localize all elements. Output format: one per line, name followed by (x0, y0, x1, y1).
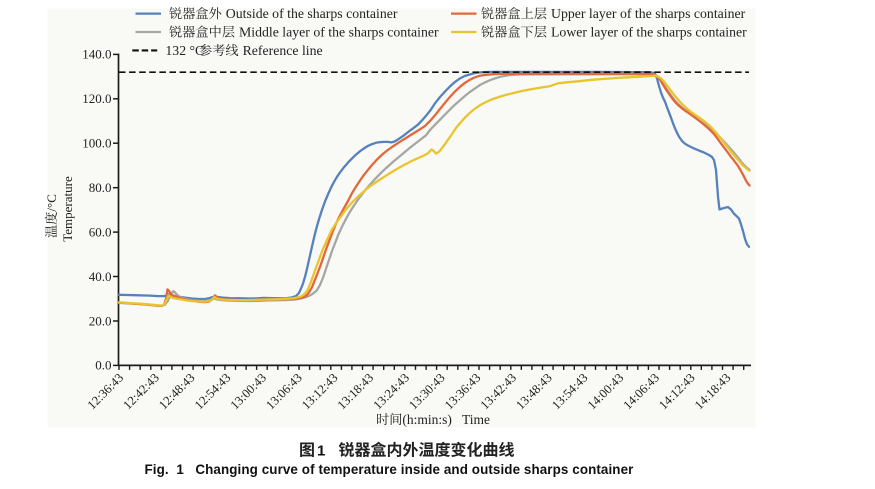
svg-text:Lower layer of the sharps cont: Lower layer of the sharps container (551, 25, 747, 40)
svg-text:Temperature: Temperature (60, 176, 75, 242)
svg-text:140.0: 140.0 (82, 47, 111, 62)
svg-text:Outside of the sharps containe: Outside of the sharps container (226, 6, 398, 21)
svg-text:20.0: 20.0 (89, 313, 112, 328)
svg-text:132 °C: 132 °C (165, 43, 204, 58)
svg-text:Middle layer of the sharps con: Middle layer of the sharps container (239, 25, 439, 40)
svg-text:80.0: 80.0 (89, 180, 112, 195)
svg-text:120.0: 120.0 (82, 91, 111, 106)
svg-text:Reference line: Reference line (243, 43, 323, 58)
svg-text:1: 1 (317, 443, 325, 460)
svg-text:60.0: 60.0 (89, 224, 112, 239)
svg-text:(h:min:s) Time: (h:min:s) Time (402, 412, 490, 427)
svg-text:0.0: 0.0 (95, 358, 111, 373)
svg-text:Upper layer of the sharps cont: Upper layer of the sharps container (551, 6, 746, 21)
svg-text:/°C: /°C (44, 194, 59, 211)
svg-text:Fig. 1 Changing curve of te: Fig. 1 Changing curve of temperature ins… (145, 462, 635, 477)
svg-text:40.0: 40.0 (89, 269, 112, 284)
svg-text:100.0: 100.0 (82, 136, 111, 151)
